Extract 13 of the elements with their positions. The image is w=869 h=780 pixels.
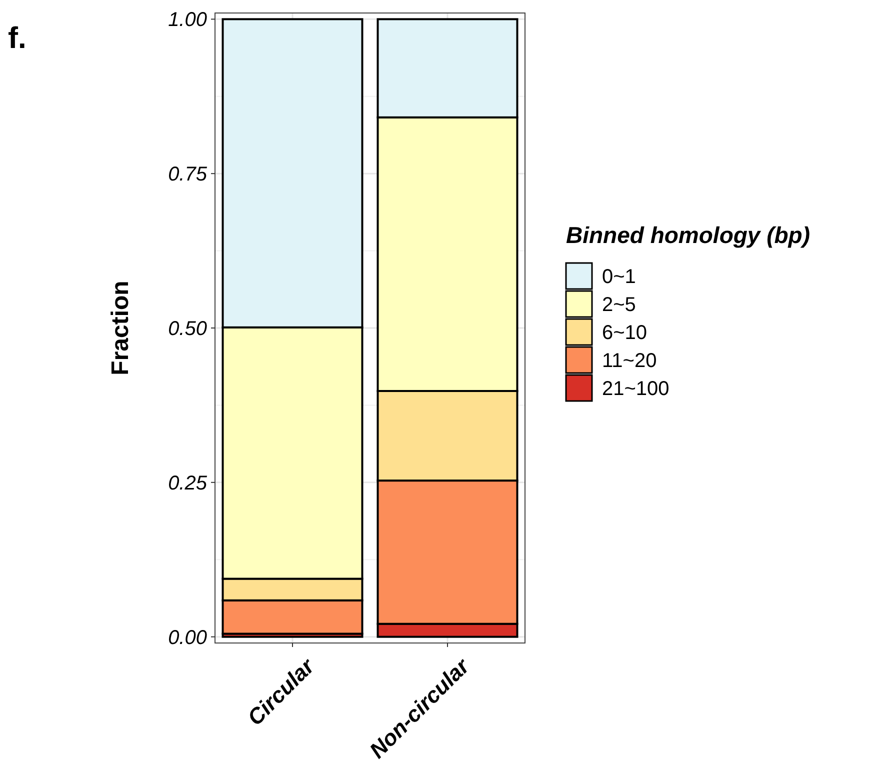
legend-label: 21~100 bbox=[602, 378, 670, 400]
y-tick-label: 0.00 bbox=[168, 626, 207, 649]
y-tick-label: 0.75 bbox=[168, 164, 208, 186]
legend-label: 6~10 bbox=[602, 322, 648, 344]
y-axis-title: Fraction bbox=[107, 280, 134, 376]
chart-title: f. bbox=[8, 22, 26, 55]
legend-label: 11~20 bbox=[602, 350, 657, 372]
legend-label: 2~5 bbox=[602, 294, 636, 316]
y-tick-label: 0.50 bbox=[168, 318, 207, 340]
y-tick-label: 0.25 bbox=[168, 472, 208, 494]
legend-label: 0~1 bbox=[602, 266, 636, 288]
legend-title: Binned homology (bp) bbox=[566, 222, 810, 248]
y-tick-label: 1.00 bbox=[168, 9, 207, 32]
